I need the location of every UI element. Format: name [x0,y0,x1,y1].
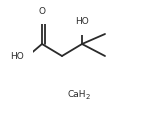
Text: CaH: CaH [68,90,86,99]
Text: HO: HO [10,52,24,61]
Text: O: O [39,6,45,15]
Text: HO: HO [75,17,89,26]
Text: 2: 2 [86,93,90,99]
